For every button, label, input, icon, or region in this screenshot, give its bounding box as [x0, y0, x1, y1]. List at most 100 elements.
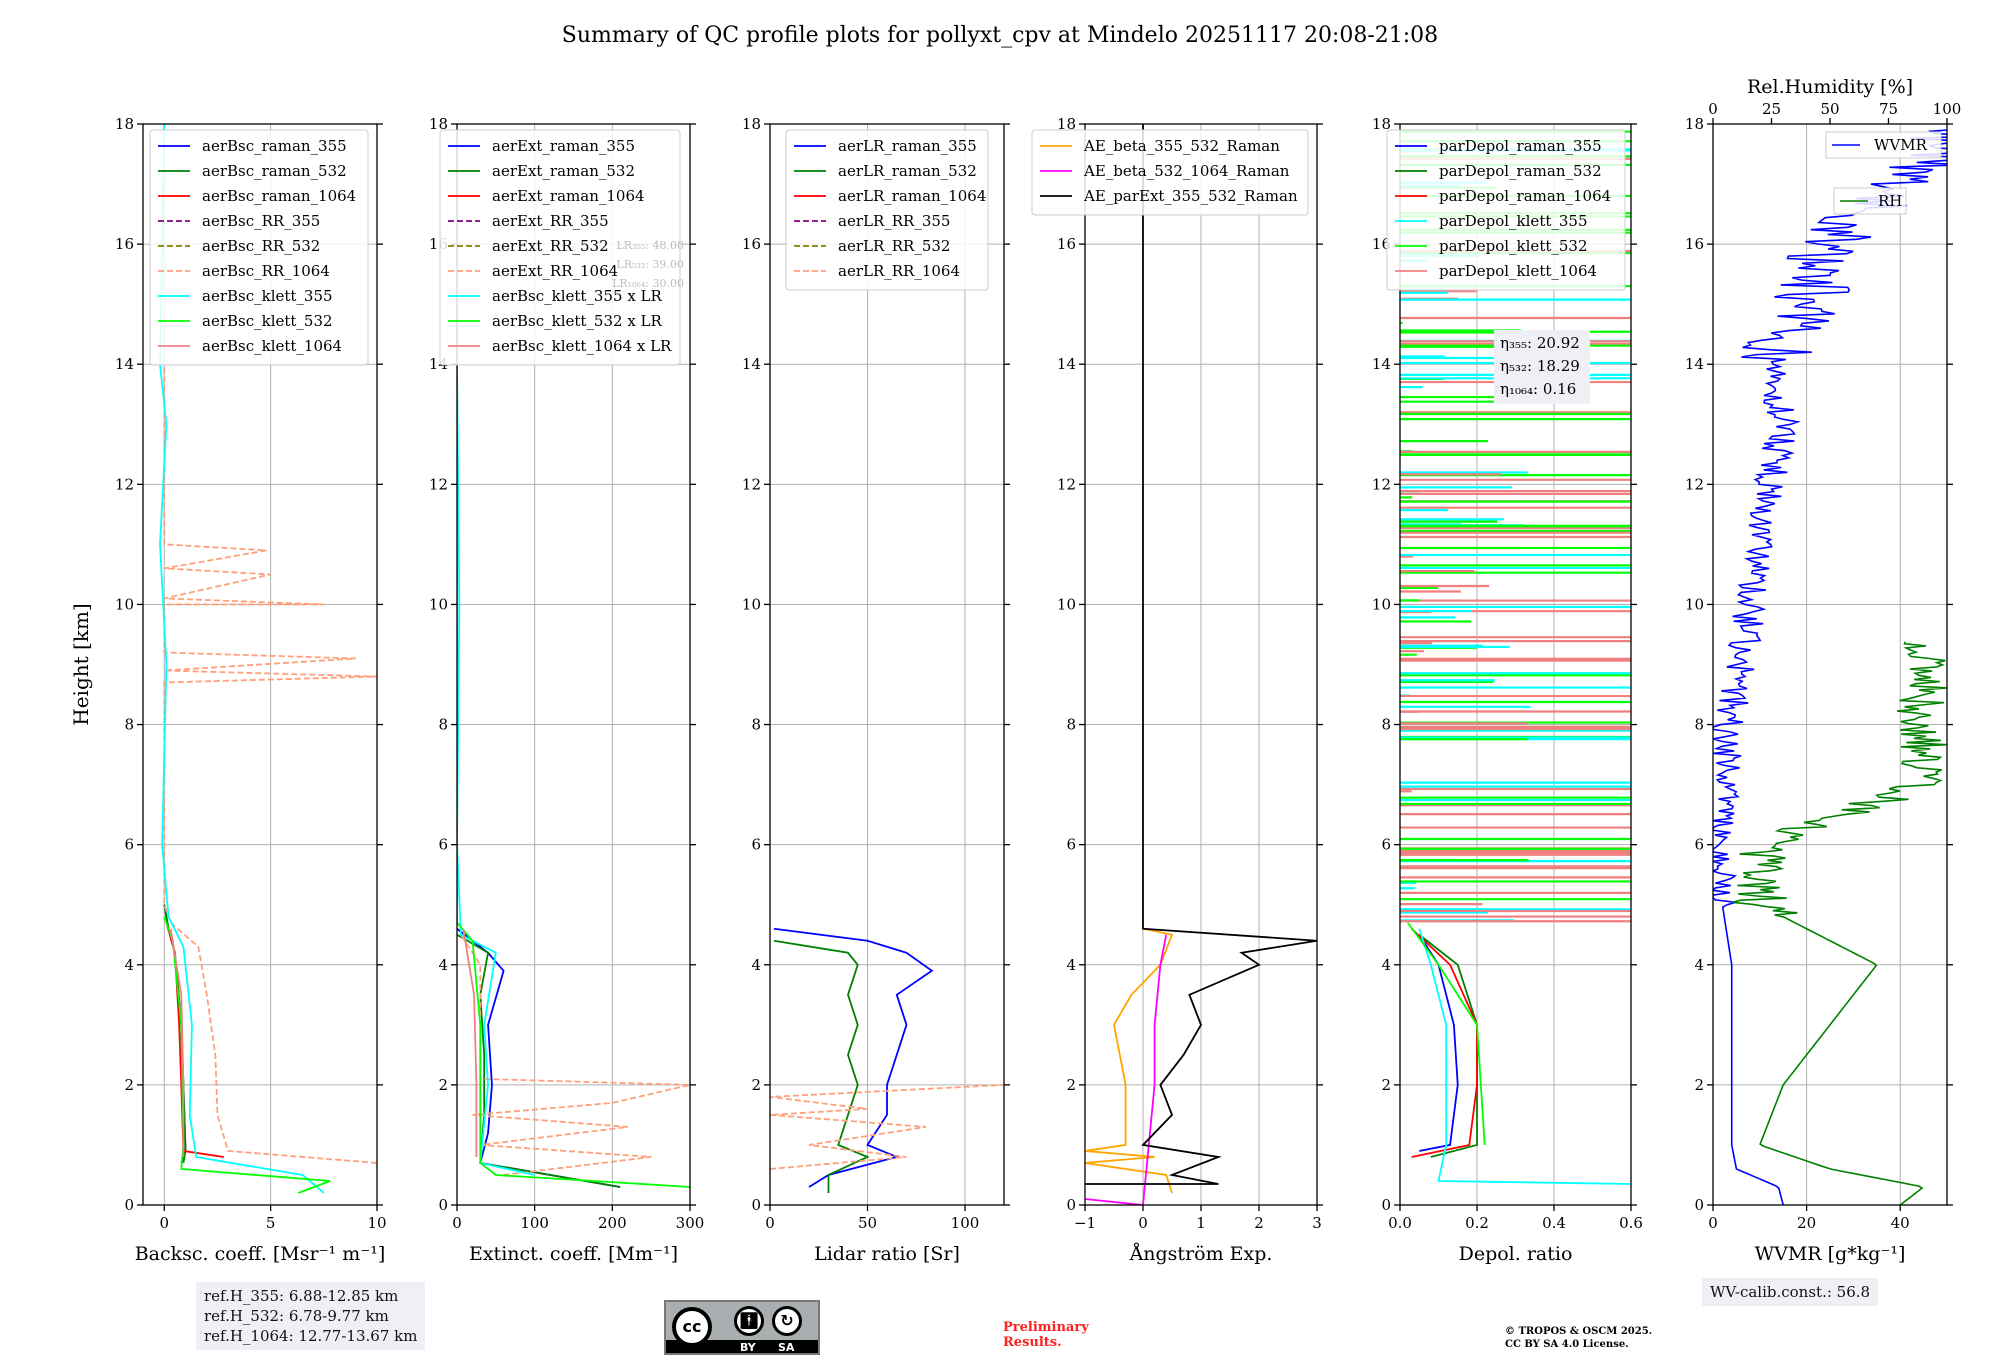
y-tick-label: 0	[751, 1196, 761, 1214]
x-tick-label: 100	[520, 1214, 549, 1232]
y-tick-label: 2	[1066, 1076, 1076, 1094]
x-tick-label: −1	[1074, 1214, 1096, 1232]
legend-box	[785, 129, 989, 291]
wv-calib-const: WV-calib.const.: 56.8	[1710, 1283, 1871, 1301]
legend-label: aerLR_raman_1064	[838, 187, 986, 205]
series-line-aerbsc-klett-355	[159, 124, 325, 1194]
y-tick-label: 14	[1372, 355, 1391, 373]
x-tick-label: 5	[266, 1214, 276, 1232]
series-line-aerbsc-rr-1064	[163, 124, 377, 1164]
top-x-axis-label: Rel.Humidity [%]	[1747, 76, 1913, 98]
series-line-ae-beta-355-532-raman	[1085, 927, 1174, 1194]
cc-sa-label: SA	[778, 1341, 795, 1354]
y-tick-label: 18	[742, 115, 761, 133]
legend-label: AE_beta_532_1064_Raman	[1083, 162, 1290, 180]
lr-annotation: LR₃₅₅: 48.00	[616, 239, 684, 252]
legend-label: aerBsc_raman_355	[202, 137, 347, 155]
figure-title: Summary of QC profile plots for pollyxt_…	[562, 23, 1438, 48]
y-tick-label: 4	[1694, 956, 1704, 974]
copyright-note: © TROPOS & OSCM 2025. CC BY SA 4.0 Licen…	[1505, 1325, 1652, 1351]
y-tick-label: 8	[124, 716, 134, 734]
cc-icon: cc	[672, 1307, 712, 1347]
y-tick-label: 0	[438, 1196, 448, 1214]
y-tick-label: 6	[1066, 836, 1076, 854]
axes-frame	[1399, 123, 1632, 1206]
y-tick-label: 8	[751, 716, 761, 734]
series-line-aerlr-raman-532	[773, 939, 870, 1193]
legend-label: parDepol_klett_532	[1439, 237, 1588, 255]
y-tick-label: 18	[1685, 115, 1704, 133]
series-line-ae-beta-532-1064-raman	[1085, 934, 1168, 1205]
y-tick-label: 10	[1372, 595, 1391, 613]
series-group	[1713, 124, 1947, 1205]
y-tick-label: 8	[438, 716, 448, 734]
legend-label: aerBsc_klett_532	[202, 312, 333, 330]
legend-label: aerLR_RR_355	[838, 212, 950, 230]
y-tick-label: 18	[429, 115, 448, 133]
legend-label: aerBsc_RR_1064	[202, 262, 330, 280]
series-line-aerbsc-klett-355-x-lr	[457, 364, 535, 1176]
y-tick-label: 14	[1685, 355, 1704, 373]
series-line-ae-parext-355-532-raman	[1085, 124, 1317, 1185]
x-axis-label: WVMR [g*kg⁻¹]	[1755, 1243, 1906, 1265]
legend-label: aerExt_raman_355	[492, 137, 635, 155]
legend-label: aerBsc_raman_1064	[202, 187, 356, 205]
y-tick-label: 8	[1381, 716, 1391, 734]
y-tick-label: 12	[1685, 475, 1704, 493]
x-tick-label: 1	[1196, 1214, 1206, 1232]
panel-bsc: 0 2 4 6 8 10 12 14 16 18 0 5 10 Backsc. coeff. [Msr⁻¹…	[69, 115, 387, 1265]
x-tick-label: 20	[1797, 1214, 1816, 1232]
legend-label: parDepol_klett_355	[1439, 212, 1588, 230]
y-axis-label: Height [km]	[69, 603, 93, 725]
attribution-icon: 🚹︎	[734, 1306, 764, 1336]
y-tick-label: 16	[742, 235, 761, 253]
series-group	[457, 364, 690, 1188]
series-group	[770, 927, 1004, 1193]
cc-by-label: BY	[740, 1341, 756, 1354]
top-x-tick-label: 0	[1708, 100, 1718, 118]
legend-label: AE_beta_355_532_Raman	[1083, 137, 1280, 155]
legend-label: aerLR_RR_532	[838, 237, 950, 255]
legend-label: aerLR_raman_355	[838, 137, 977, 155]
x-tick-label: 0.6	[1619, 1214, 1643, 1232]
series-line-pardepol-klett-532	[1406, 922, 1486, 1145]
y-tick-label: 18	[115, 115, 134, 133]
y-tick-label: 14	[115, 355, 134, 373]
x-tick-label: 0.2	[1465, 1214, 1489, 1232]
y-tick-label: 6	[1694, 836, 1704, 854]
y-tick-label: 4	[1381, 956, 1391, 974]
share-alike-icon: ↻	[772, 1306, 802, 1336]
x-axis-label: Ångström Exp.	[1129, 1243, 1273, 1265]
x-tick-label: 300	[676, 1214, 705, 1232]
y-tick-label: 10	[1685, 595, 1704, 613]
ref-h-532: ref.H_532: 6.78-9.77 km	[204, 1307, 389, 1325]
y-tick-label: 8	[1066, 716, 1076, 734]
y-tick-label: 10	[742, 595, 761, 613]
axes-frame	[769, 123, 1005, 1206]
eta-box	[1494, 330, 1590, 404]
y-tick-label: 16	[1685, 235, 1704, 253]
legend-box	[439, 129, 681, 366]
y-tick-label: 4	[124, 956, 134, 974]
series-line-aerbsc-klett-532-x-lr	[457, 364, 690, 1188]
wv-calibration-box: WV-calib.const.: 56.8	[1702, 1278, 1879, 1306]
eta-annotation: η₃₅₅: 20.92	[1500, 334, 1580, 352]
legend-label: aerBsc_klett_1064 x LR	[492, 337, 672, 355]
legend-label: aerLR_RR_1064	[838, 262, 960, 280]
x-tick-label: 10	[367, 1214, 386, 1232]
x-tick-label: 0.4	[1542, 1214, 1566, 1232]
preliminary-line-1: Preliminary	[1003, 1320, 1089, 1335]
legend-label-wvmr: WVMR	[1874, 136, 1928, 154]
y-tick-label: 2	[438, 1076, 448, 1094]
x-axis-label: Extinct. coeff. [Mm⁻¹]	[469, 1243, 678, 1265]
y-tick-label: 2	[124, 1076, 134, 1094]
x-tick-label: 0	[159, 1214, 169, 1232]
y-tick-label: 12	[1372, 475, 1391, 493]
legend-label: aerBsc_RR_532	[202, 237, 320, 255]
ref-h-1064: ref.H_1064: 12.77-13.67 km	[204, 1327, 418, 1345]
y-tick-label: 14	[1057, 355, 1076, 373]
legend-label: aerBsc_klett_355 x LR	[492, 287, 663, 305]
series-line-aerext-rr-1064	[460, 934, 690, 1176]
y-tick-label: 0	[1694, 1196, 1704, 1214]
